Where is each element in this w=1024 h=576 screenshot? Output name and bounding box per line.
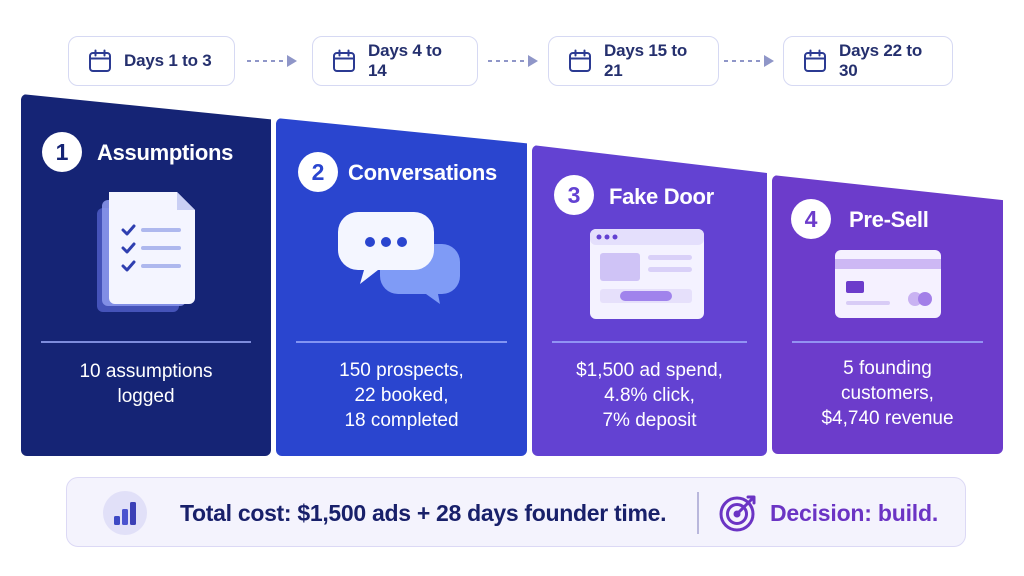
card-divider <box>552 341 747 343</box>
divider <box>697 492 699 534</box>
arrow-right-icon <box>488 55 538 67</box>
browser-window-icon <box>590 229 704 319</box>
stage-card-assumptions: 1 Assumptions 10 assumptions logged <box>21 94 271 456</box>
stage-stat: 10 assumptions logged <box>21 359 271 409</box>
stat-line: 7% deposit <box>602 410 697 431</box>
timeline-pill-days-4-14: Days 4 to 14 <box>312 36 478 86</box>
arrow-right-icon <box>724 55 774 67</box>
stat-line: 5 founding <box>843 358 932 379</box>
chat-bubbles-icon <box>338 212 460 304</box>
step-number-badge: 3 <box>554 175 594 215</box>
timeline-label: Days 4 to 14 <box>368 41 442 80</box>
stage-stat: 5 founding customers, $4,740 revenue <box>772 356 1003 431</box>
stage-card-conversations: 2 Conversations 150 prospects, 22 booked… <box>276 118 527 456</box>
calendar-icon <box>804 49 826 72</box>
timeline-pill-days-15-21: Days 15 to 21 <box>548 36 719 86</box>
stat-line: 18 completed <box>344 410 459 431</box>
card-divider <box>792 341 983 343</box>
stage-card-pre-sell: 4 Pre-Sell 5 founding customers, $4,740 … <box>772 175 1003 454</box>
timeline-label: Days 1 to 3 <box>124 51 212 70</box>
document-checklist-icon <box>97 192 195 312</box>
calendar-icon <box>333 49 355 72</box>
total-cost-text: Total cost: $1,500 ads + 28 days founder… <box>180 500 667 526</box>
stat-line: logged <box>117 386 175 407</box>
step-number-badge: 4 <box>791 199 831 239</box>
timeline-label: Days 22 to 30 <box>839 41 923 80</box>
target-icon <box>719 495 756 532</box>
stage-title: Fake Door <box>609 184 714 209</box>
stat-line: 10 assumptions <box>79 361 213 382</box>
decision-text: Decision: build. <box>770 500 939 526</box>
step-number-badge: 1 <box>42 132 82 172</box>
step-number-badge: 2 <box>298 152 338 192</box>
card-divider <box>296 341 507 343</box>
card-divider <box>41 341 251 343</box>
bar-chart-icon <box>103 491 147 535</box>
stage-title: Conversations <box>348 160 497 185</box>
stat-line: $1,500 ad spend, <box>576 360 723 381</box>
credit-card-icon <box>835 250 941 318</box>
stage-card-fake-door: 3 Fake Door $1,500 ad spend, 4.8% click,… <box>532 145 767 456</box>
stat-line: $4,740 revenue <box>821 408 954 429</box>
stat-line: 4.8% click, <box>604 385 695 406</box>
summary-bar: Total cost: $1,500 ads + 28 days founder… <box>66 477 966 547</box>
arrow-right-icon <box>247 55 297 67</box>
stat-line: customers, <box>841 383 934 404</box>
timeline-pill-days-1-3: Days 1 to 3 <box>68 36 235 86</box>
stage-title: Assumptions <box>97 140 234 165</box>
stat-line: 22 booked, <box>354 385 449 406</box>
calendar-icon <box>89 49 111 72</box>
calendar-icon <box>569 49 591 72</box>
stage-title: Pre-Sell <box>849 207 929 232</box>
stage-stat: $1,500 ad spend, 4.8% click, 7% deposit <box>532 358 767 433</box>
timeline-pill-days-22-30: Days 22 to 30 <box>783 36 953 86</box>
timeline-label: Days 15 to 21 <box>604 41 688 80</box>
stage-stat: 150 prospects, 22 booked, 18 completed <box>276 358 527 433</box>
stat-line: 150 prospects, <box>339 360 464 381</box>
